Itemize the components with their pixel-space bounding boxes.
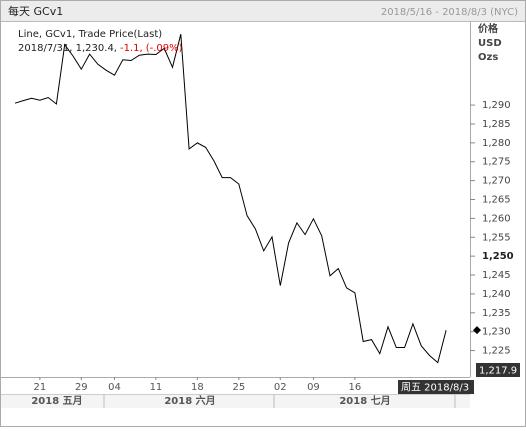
cursor-date-box xyxy=(398,380,474,394)
legend-change: -1.1, xyxy=(120,43,143,54)
legend-last: 2018/7/31, 1,230.4, -1.1, (-.09%) xyxy=(18,43,183,54)
x-tick-label: 02 xyxy=(274,382,287,393)
y-tick-label: 1,270 xyxy=(482,176,511,187)
cursor-value-label: 1,217.9 xyxy=(479,366,517,377)
y-axis-header: Ozs xyxy=(478,52,498,63)
y-tick-label: 1,260 xyxy=(482,213,511,224)
y-axis-header: USD xyxy=(478,38,502,49)
y-tick-label: 1,255 xyxy=(482,232,511,243)
x-tick-label: 11 xyxy=(150,382,163,393)
y-tick-label: 1,235 xyxy=(482,308,511,319)
legend-change-pct: (-.09%) xyxy=(146,43,183,54)
y-tick-label: 1,245 xyxy=(482,270,511,281)
y-tick-label: 1,225 xyxy=(482,346,511,357)
x-tick-label: 16 xyxy=(349,382,362,393)
y-tick-label: 1,240 xyxy=(482,289,511,300)
legend-series: Line, GCv1, Trade Price(Last) xyxy=(18,29,162,40)
chart-title: 每天 GCv1 xyxy=(8,4,63,18)
x-tick-label: 18 xyxy=(191,382,204,393)
x-tick-label: 25 xyxy=(232,382,245,393)
title-bar xyxy=(1,1,525,21)
y-tick-label: 1,280 xyxy=(482,138,511,149)
cursor-value-box xyxy=(476,363,520,377)
y-axis-header: 价格 xyxy=(478,22,499,35)
y-tick-label: 1,250 xyxy=(482,251,514,262)
y-tick-label: 1,265 xyxy=(482,195,511,206)
x-tick-label: 29 xyxy=(75,382,88,393)
cursor-date-label: 周五 2018/8/3 xyxy=(401,382,469,394)
x-tick-label: 21 xyxy=(34,382,47,393)
last-price-marker xyxy=(473,326,481,335)
price-line xyxy=(14,33,447,364)
y-tick-label: 1,285 xyxy=(482,119,511,130)
month-label: 2018 五月 xyxy=(31,395,82,407)
y-tick-label: 1,230 xyxy=(482,327,511,338)
month-label: 2018 七月 xyxy=(339,394,390,407)
legend-last-value: 2018/7/31, 1,230.4, xyxy=(18,43,117,54)
y-tick-label: 1,290 xyxy=(482,100,511,111)
date-range: 2018/5/16 - 2018/8/3 (NYC) xyxy=(381,7,518,18)
x-tick-label: 04 xyxy=(108,382,121,393)
y-tick-label: 1,275 xyxy=(482,157,511,168)
x-tick-label: 09 xyxy=(307,382,320,393)
month-band xyxy=(1,394,470,408)
month-label: 2018 六月 xyxy=(164,394,215,407)
